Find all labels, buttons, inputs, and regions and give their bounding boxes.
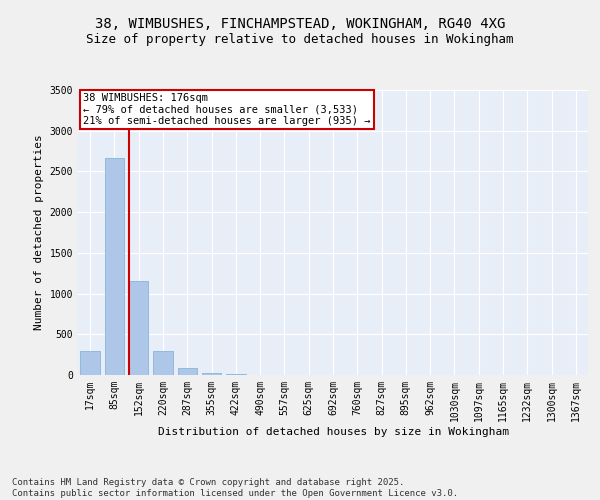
Bar [202,372,221,375]
Y-axis label: Number of detached properties: Number of detached properties [34,134,44,330]
Text: Size of property relative to detached houses in Wokingham: Size of property relative to detached ho… [86,32,514,46]
Text: 38 WIMBUSHES: 176sqm
← 79% of detached houses are smaller (3,533)
21% of semi-de: 38 WIMBUSHES: 176sqm ← 79% of detached h… [83,93,371,126]
X-axis label: Distribution of detached houses by size in Wokingham: Distribution of detached houses by size … [157,426,509,436]
Bar [105,158,124,375]
Bar [178,368,197,375]
Bar [226,374,245,375]
Bar [153,352,173,375]
Bar [80,352,100,375]
Text: 38, WIMBUSHES, FINCHAMPSTEAD, WOKINGHAM, RG40 4XG: 38, WIMBUSHES, FINCHAMPSTEAD, WOKINGHAM,… [95,18,505,32]
Text: Contains HM Land Registry data © Crown copyright and database right 2025.
Contai: Contains HM Land Registry data © Crown c… [12,478,458,498]
Bar [129,280,148,375]
